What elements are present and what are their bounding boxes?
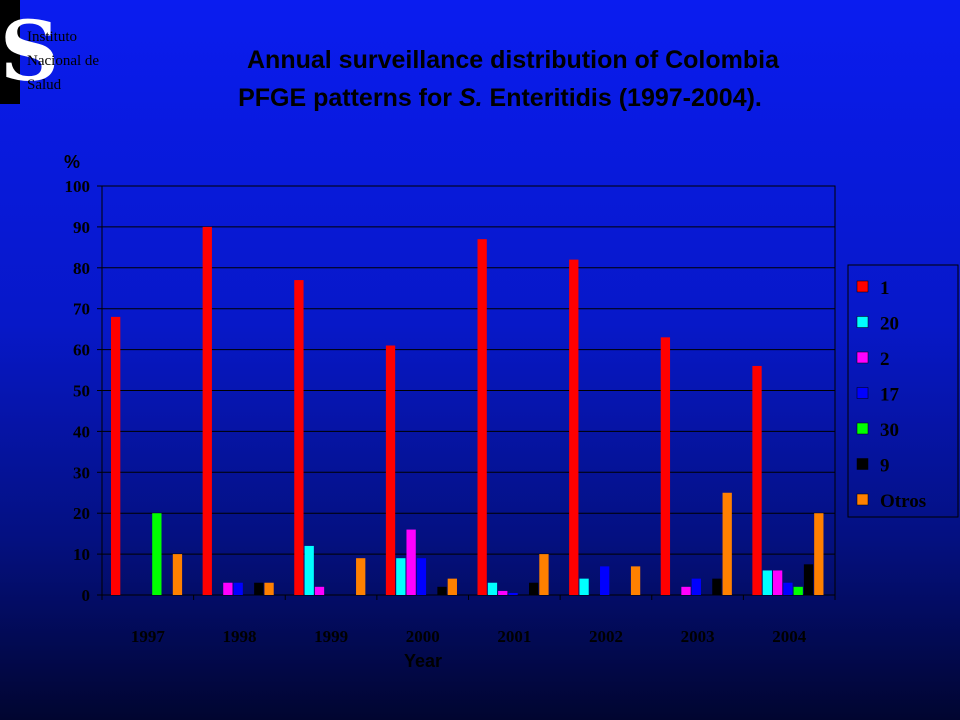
bar [152,513,162,595]
logo-bar [0,0,20,104]
legend-box [847,264,959,518]
chart-title-line-1: Annual surveillance distribution of Colo… [247,46,779,74]
y-tick-label: 50 [73,382,90,401]
bar [172,554,183,595]
legend-label: 20 [880,314,899,335]
bar [498,590,508,595]
legend-label: 17 [880,385,900,406]
bar [660,337,671,595]
x-axis-label: Year [404,651,442,671]
bar [681,586,691,595]
bar [264,582,274,595]
legend-swatch [856,316,869,328]
bar [539,554,549,595]
chart-title-prefix: PFGE patterns for [238,84,459,112]
bar [385,345,396,595]
legend-swatch [856,351,869,364]
bar [803,564,814,595]
institute-logo: S Instituto Nacional de Salud [0,0,130,110]
legend-label: 9 [880,456,890,477]
bar [529,582,539,595]
legend: 1 20 2 17 30 9 Otros [847,264,959,518]
y-tick-label: 40 [73,422,90,441]
bar [447,578,457,595]
x-tick-label: 2000 [406,627,440,646]
x-tick-label: 1998 [222,627,256,646]
bar [396,558,406,595]
bar [294,280,304,595]
bar [406,529,416,595]
y-tick-label: 90 [73,218,90,237]
bar [437,586,447,595]
legend-label: 2 [880,349,890,370]
y-tick-label: 0 [82,586,91,605]
bar [722,492,732,595]
legend-swatch [856,422,869,435]
bars-layer [111,226,824,596]
x-tick-label: 2001 [497,627,531,646]
bar [254,582,264,595]
bar [233,582,243,595]
bar [477,239,487,596]
y-tick-label: 30 [73,463,90,482]
y-tick-label: 100 [65,177,91,196]
legend-swatch [856,493,869,506]
y-tick-label: 60 [73,341,90,360]
bar [223,582,233,595]
bar [691,578,701,595]
x-tick-label: 1999 [314,627,348,646]
bar [202,226,212,595]
bar [579,578,589,595]
y-tick-label: 70 [73,300,90,319]
legend-label: 1 [880,278,890,299]
x-tick-label: 2002 [589,627,623,646]
bar [793,586,803,595]
bar [111,316,121,595]
bar [814,513,824,595]
axes-layer: 0 10 20 30 40 50 60 70 80 90 100 1997 1998 1999 2000 20… [65,177,836,646]
chart-title-suffix: Enteritidis (1997-2004). [482,84,762,112]
bar [487,582,498,595]
x-tick-label: 2003 [681,627,715,646]
bar [508,592,518,595]
bar [314,586,325,595]
y-tick-label: 20 [73,504,90,523]
chart-title-line-2: PFGE patterns for S. Enteritidis (1997-2… [0,84,960,113]
logo-text-line-1: Instituto [27,29,78,45]
bar [600,566,610,595]
y-tick-label: 80 [73,259,90,278]
legend-swatch [856,280,869,293]
bar [752,365,762,595]
chart-title-italic: S. [458,84,483,112]
x-tick-label: 1997 [131,627,166,646]
bar [356,558,366,595]
bar [304,545,314,595]
y-tick-label: 10 [73,545,90,564]
bar [772,570,783,595]
bar [569,259,579,595]
x-tick-label: 2004 [772,627,807,646]
bar [762,570,772,595]
legend-swatch [856,387,869,399]
y-axis-label: % [64,152,80,172]
bar [630,566,641,595]
bar [712,578,722,595]
bar [783,582,793,595]
legend-label: Otros [880,491,926,512]
logo-text-line-3: Salud [27,77,62,93]
bar [416,558,427,595]
logo-text-line-2: Nacional de [27,53,100,69]
legend-swatch [856,458,869,470]
legend-label: 30 [880,420,899,441]
